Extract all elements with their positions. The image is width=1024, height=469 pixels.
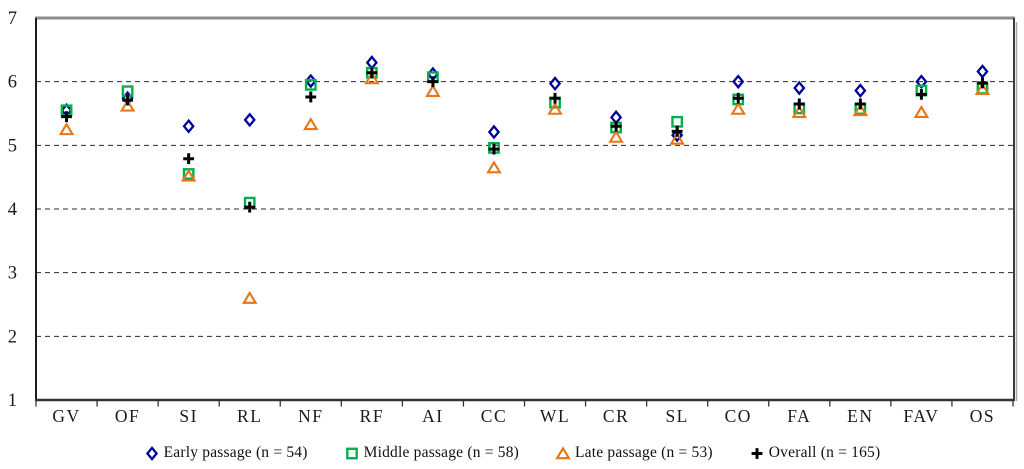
plus-marker [793,98,805,110]
x-category-label: CR [603,406,629,426]
legend-label: Early passage (n = 54) [163,444,308,461]
x-category-label: AI [422,406,443,426]
square-icon [344,446,360,461]
triangle-marker [791,104,808,118]
triangle-marker [974,82,991,96]
plus-marker [183,153,195,165]
triangle-marker [180,168,197,182]
legend-item-middle-passage: Middle passage (n = 58) [344,444,519,462]
x-category-label: RF [360,406,384,426]
plus-marker [305,91,317,103]
plus-glyph [751,447,763,459]
diamond-marker [976,64,989,79]
series-square [60,66,989,209]
triangle-marker [555,445,571,459]
diamond-glyph [145,445,158,461]
x-category-label: OF [115,406,140,426]
plus-marker [610,120,622,132]
triangle-marker [913,104,930,118]
legend-label: Overall (n = 165) [768,444,881,461]
triangle-marker [241,290,258,304]
diamond-icon [144,445,160,461]
diamond-marker [671,127,684,143]
plot-area: 1 2 3 4 5 6 7 GV OF SI RL NF RF AI CC WL CR SL CO FA EN FAV OS [8,9,1018,426]
plus-marker [427,76,439,88]
legend-item-overall: Overall (n = 165) [749,444,881,462]
square-marker [345,447,358,459]
plus-marker [977,77,988,89]
plus-marker [916,89,927,100]
x-category-label: FA [787,406,811,426]
series-triangle [58,71,991,304]
x-category-label: GV [52,406,80,426]
chart-legend: Early passage (n = 54) Middle passage (n… [0,440,1024,466]
y-tick-label: 1 [8,391,17,411]
legend-label: Middle passage (n = 58) [363,444,520,461]
legend-item-late-passage: Late passage (n = 53) [555,444,713,462]
x-category-label: FAV [903,406,939,426]
diamond-marker [145,445,158,461]
triangle-marker [425,83,441,97]
square-glyph [345,447,358,459]
series-plus [61,67,988,213]
x-category-label: NF [298,406,323,426]
y-tick-label: 2 [8,327,17,347]
x-category-label: CO [725,406,752,426]
plus-marker [751,447,763,459]
plus-marker [122,94,133,106]
triangle-marker [852,103,869,117]
x-category-label: RL [237,406,262,426]
x-category-label: OS [970,406,995,426]
y-tick-label: 7 [8,9,17,29]
triangle-marker [58,122,75,136]
square-marker [304,78,317,91]
y-tick-label: 3 [8,264,17,284]
x-category-label: SL [665,406,688,426]
plus-marker [61,111,72,123]
diamond-marker [793,80,806,96]
diamond-marker [365,55,378,70]
diamond-marker [915,74,928,90]
diamond-marker [548,76,562,91]
plus-marker [488,143,500,155]
square-marker [671,115,684,128]
series-diamond [60,55,989,143]
y-tick-label: 5 [8,136,17,156]
plus-icon [749,446,765,461]
triangle-glyph [555,445,571,459]
triangle-marker [486,160,502,174]
plus-marker [366,67,378,79]
triangle-marker [303,117,319,131]
legend-item-early-passage: Early passage (n = 54) [144,444,308,462]
triangle-marker [547,101,563,115]
triangle-marker [119,98,136,112]
triangle-marker [730,101,746,115]
y-tick-label: 6 [8,73,17,93]
plus-marker [854,98,866,110]
x-category-label: CC [481,406,507,426]
diamond-marker [732,74,745,90]
triangle-marker [364,71,380,85]
x-category-label: EN [847,406,873,426]
legend-label: Late passage (n = 53) [575,444,713,461]
triangle-icon [555,445,571,461]
diamond-marker [487,124,501,140]
x-category-label: SI [179,406,198,426]
plus-marker [671,125,683,137]
diamond-marker [854,83,867,98]
plus-marker [549,92,561,104]
y-tick-label: 4 [8,200,17,220]
diamond-marker [243,112,256,128]
x-category-label: WL [540,406,570,426]
triangle-marker [608,129,624,143]
plus-marker [244,201,256,213]
plus-marker [732,92,744,104]
diamond-marker [182,118,195,134]
triangle-marker [669,131,685,145]
